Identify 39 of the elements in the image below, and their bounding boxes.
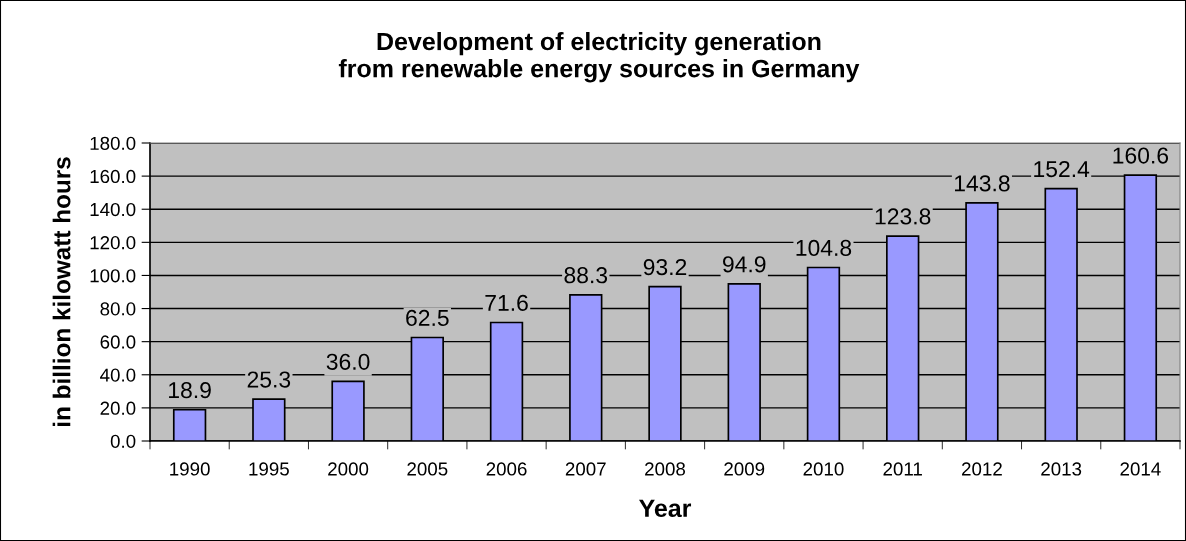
- y-tick-label: 20.0: [100, 401, 136, 415]
- y-tick-label: 0.0: [110, 434, 136, 448]
- chart-title: Development of electricity generation from renewable energy sources in Germany: [338, 32, 860, 83]
- x-axis-title: Year: [639, 499, 692, 518]
- x-tick-label: 2005: [407, 462, 448, 476]
- x-tick-label: 1990: [170, 462, 210, 476]
- x-tick-label: 2007: [565, 462, 606, 476]
- data-label: 104.8: [796, 239, 852, 257]
- data-label: 88.3: [564, 267, 608, 284]
- data-label: 94.9: [723, 256, 766, 273]
- data-label: 71.6: [485, 294, 528, 311]
- y-tick-label: 60.0: [100, 335, 136, 349]
- x-tick-label: 2006: [486, 462, 527, 476]
- x-tick-label: 2013: [1041, 462, 1082, 476]
- y-tick-label: 140.0: [90, 202, 136, 217]
- y-tick-label: 180.0: [90, 136, 136, 150]
- data-label: 62.5: [406, 309, 449, 327]
- data-label: 143.8: [955, 175, 1010, 192]
- data-label: 123.8: [875, 208, 931, 225]
- x-tick-label: 2010: [803, 462, 844, 476]
- data-label: 36.0: [326, 353, 370, 370]
- data-label: 93.2: [643, 259, 687, 276]
- x-tick-label: 2008: [645, 462, 686, 476]
- data-label: 25.3: [247, 371, 291, 388]
- y-tick-label: 160.0: [90, 169, 136, 184]
- x-tick-label: 2011: [883, 462, 922, 476]
- y-axis-title: in billion kilowatt hours: [52, 157, 71, 426]
- x-tick-label: 2009: [724, 462, 765, 476]
- x-tick-label: 2000: [328, 462, 369, 476]
- data-label: 152.4: [1034, 160, 1090, 178]
- y-tick-label: 100.0: [90, 269, 136, 283]
- x-tick-label: 2014: [1120, 462, 1161, 476]
- x-tick-label: 2012: [962, 462, 1002, 476]
- y-tick-label: 40.0: [100, 368, 136, 382]
- data-label: 160.6: [1113, 147, 1169, 164]
- x-tick-label: 1995: [249, 462, 289, 476]
- y-tick-label: 120.0: [90, 236, 136, 250]
- data-label: 18.9: [169, 382, 211, 399]
- y-tick-label: 80.0: [100, 302, 136, 316]
